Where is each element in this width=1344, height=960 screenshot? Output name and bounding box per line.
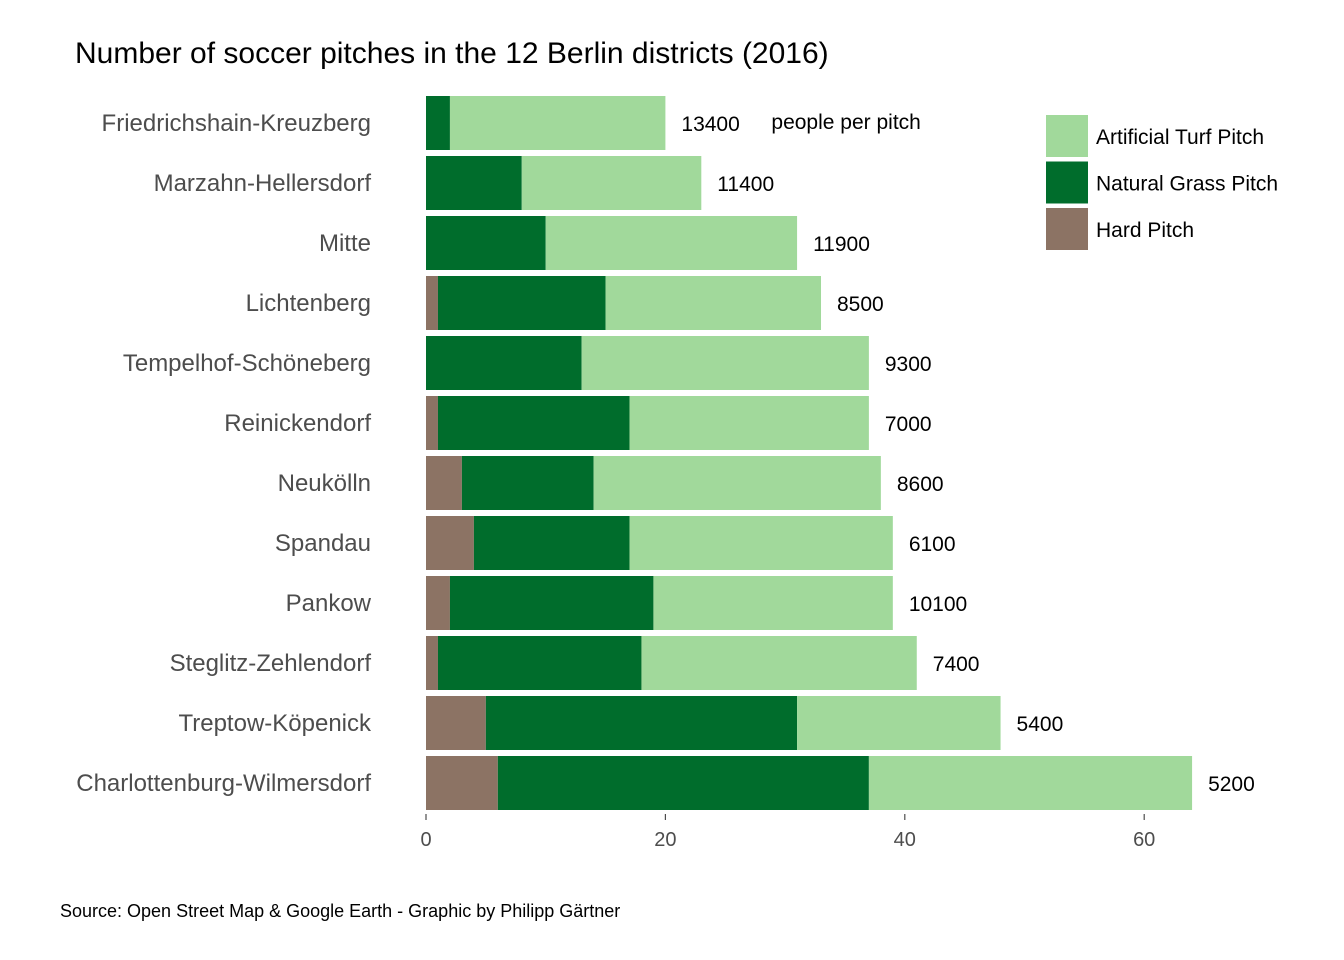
bar-friedrichshain-kreuzberg-natural-grass-pitch (426, 96, 450, 150)
bar-reinickendorf-artificial-turf-pitch (629, 396, 869, 450)
bar-friedrichshain-kreuzberg-artificial-turf-pitch (449, 96, 666, 150)
bar-pankow-artificial-turf-pitch (653, 576, 893, 630)
legend-swatch-natural-grass-pitch (1046, 161, 1088, 204)
legend-label-artificial-turf-pitch: Artificial Turf Pitch (1096, 126, 1264, 149)
category-label-charlottenburg-wilmersdorf: Charlottenburg-Wilmersdorf (76, 770, 371, 797)
chart-caption: Source: Open Street Map & Google Earth -… (60, 901, 620, 921)
legend-swatch-hard-pitch (1046, 208, 1088, 250)
legend: Artificial Turf Pitch Natural Grass Pitch… (1046, 115, 1278, 250)
x-tick-label-0: 0 (420, 829, 431, 851)
labels-layer: Friedrichshain-Kreuzberg 13400 people per … (76, 110, 1255, 797)
bar-mitte-artificial-turf-pitch (545, 216, 798, 270)
people-per-pitch-label-neukolln: 8600 (897, 473, 944, 496)
people-per-pitch-label-friedrichshain-kreuzberg: 13400 (681, 113, 739, 136)
bars-layer (426, 96, 1193, 810)
bar-treptow-kopenick-hard-pitch (426, 696, 486, 750)
bar-marzahn-hellersdorf-artificial-turf-pitch (521, 156, 702, 210)
bar-charlottenburg-wilmersdorf-natural-grass-pitch (497, 756, 869, 810)
bar-tempelhof-schoneberg-artificial-turf-pitch (581, 336, 869, 390)
category-label-treptow-kopenick: Treptow-Köpenick (178, 710, 372, 737)
category-label-spandau: Spandau (275, 530, 371, 557)
people-per-pitch-unit: people per pitch (771, 111, 920, 134)
bar-tempelhof-schoneberg-natural-grass-pitch (426, 336, 582, 390)
category-label-steglitz-zehlendorf: Steglitz-Zehlendorf (170, 650, 372, 677)
category-label-friedrichshain-kreuzberg: Friedrichshain-Kreuzberg (102, 110, 371, 137)
bar-steglitz-zehlendorf-natural-grass-pitch (437, 636, 642, 690)
people-per-pitch-label-reinickendorf: 7000 (885, 413, 932, 436)
people-per-pitch-label-marzahn-hellersdorf: 11400 (717, 173, 774, 196)
bar-neukolln-artificial-turf-pitch (593, 456, 881, 510)
people-per-pitch-label-mitte: 11900 (813, 233, 870, 256)
people-per-pitch-label-tempelhof-schoneberg: 9300 (885, 353, 932, 376)
people-per-pitch-label-charlottenburg-wilmersdorf: 5200 (1208, 773, 1255, 796)
bar-neukolln-hard-pitch (426, 456, 462, 510)
bar-pankow-natural-grass-pitch (449, 576, 654, 630)
bar-spandau-artificial-turf-pitch (629, 516, 893, 570)
x-tick-label-20: 20 (654, 829, 676, 851)
category-label-tempelhof-schoneberg: Tempelhof-Schöneberg (123, 350, 371, 377)
x-tick-label-60: 60 (1133, 829, 1155, 851)
bar-lichtenberg-hard-pitch (426, 276, 438, 330)
bar-steglitz-zehlendorf-hard-pitch (426, 636, 438, 690)
bar-lichtenberg-natural-grass-pitch (437, 276, 606, 330)
bar-neukolln-natural-grass-pitch (461, 456, 594, 510)
bar-spandau-natural-grass-pitch (473, 516, 630, 570)
category-label-neukolln: Neukölln (278, 470, 371, 497)
category-label-pankow: Pankow (286, 590, 372, 617)
category-label-reinickendorf: Reinickendorf (224, 410, 371, 437)
bar-steglitz-zehlendorf-artificial-turf-pitch (641, 636, 917, 690)
category-label-mitte: Mitte (319, 230, 371, 257)
bar-charlottenburg-wilmersdorf-artificial-turf-pitch (868, 756, 1193, 810)
legend-label-natural-grass-pitch: Natural Grass Pitch (1096, 173, 1278, 196)
x-axis: 0 20 40 60 (420, 814, 1155, 851)
people-per-pitch-label-lichtenberg: 8500 (837, 293, 884, 316)
category-label-marzahn-hellersdorf: Marzahn-Hellersdorf (154, 170, 372, 197)
people-per-pitch-label-steglitz-zehlendorf: 7400 (933, 653, 980, 676)
bar-treptow-kopenick-artificial-turf-pitch (797, 696, 1001, 750)
bar-treptow-kopenick-natural-grass-pitch (485, 696, 798, 750)
bar-pankow-hard-pitch (426, 576, 450, 630)
bar-mitte-natural-grass-pitch (426, 216, 546, 270)
people-per-pitch-label-spandau: 6100 (909, 533, 956, 556)
legend-swatch-artificial-turf-pitch (1046, 115, 1088, 157)
x-tick-label-40: 40 (894, 829, 916, 851)
bar-lichtenberg-artificial-turf-pitch (605, 276, 822, 330)
bar-reinickendorf-natural-grass-pitch (437, 396, 630, 450)
bar-marzahn-hellersdorf-natural-grass-pitch (426, 156, 522, 210)
people-per-pitch-label-treptow-kopenick: 5400 (1017, 713, 1064, 736)
category-label-lichtenberg: Lichtenberg (246, 290, 371, 317)
bar-spandau-hard-pitch (426, 516, 474, 570)
bar-charlottenburg-wilmersdorf-hard-pitch (426, 756, 498, 810)
people-per-pitch-label-pankow: 10100 (909, 593, 967, 616)
bar-reinickendorf-hard-pitch (426, 396, 438, 450)
chart-title: Number of soccer pitches in the 12 Berli… (75, 37, 829, 70)
legend-label-hard-pitch: Hard Pitch (1096, 219, 1194, 242)
